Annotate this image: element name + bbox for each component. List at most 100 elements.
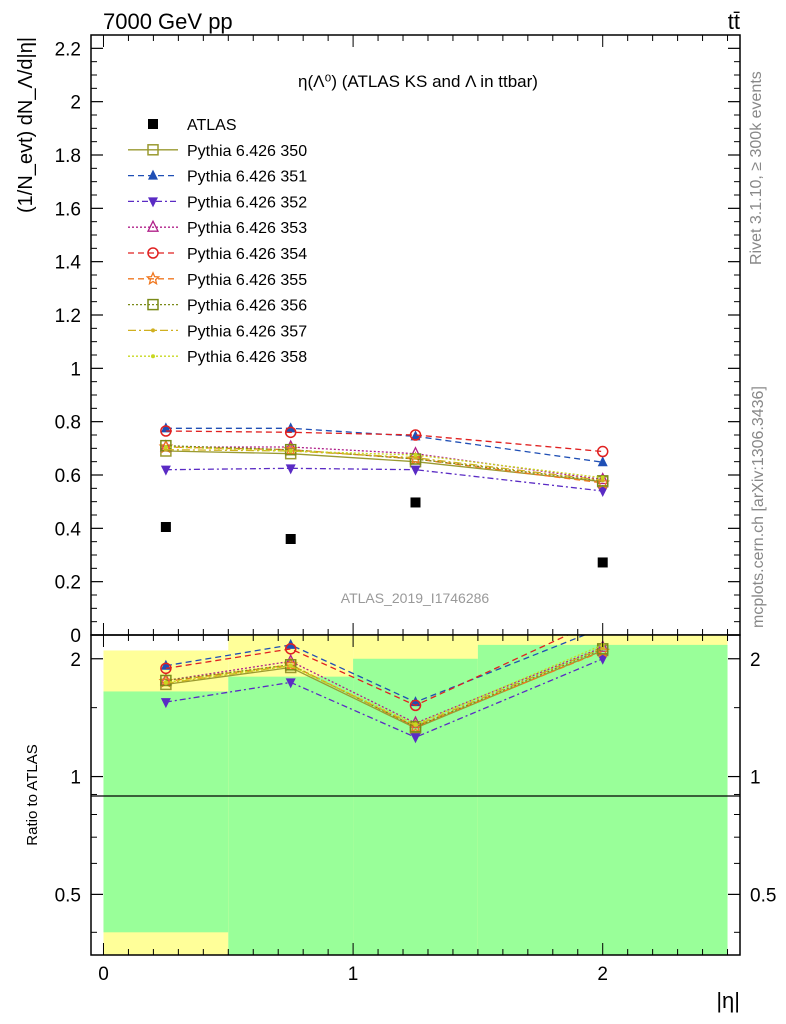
legend-label: Pythia 6.426 350	[187, 143, 307, 160]
main-series-point	[288, 449, 293, 453]
ratio-series-point	[597, 654, 608, 665]
header-process: tt̄	[728, 9, 740, 34]
ratio-series-line	[165, 635, 570, 707]
main-series-line	[165, 427, 603, 463]
ratio-series-point	[160, 674, 172, 687]
main-y-tick-label: 0.2	[55, 573, 81, 594]
ratio-series-line	[165, 658, 603, 739]
ratio-series-point	[600, 646, 605, 651]
main-series-line	[165, 430, 603, 453]
ratio-y-tick-label-right: 2	[750, 650, 761, 671]
legend-marker	[148, 197, 158, 208]
main-y-tick-label: 1.6	[55, 199, 81, 220]
ratio-y-tick-label-right: 1	[750, 768, 761, 789]
ratio-series-line	[165, 644, 603, 726]
legend-marker	[147, 247, 159, 259]
main-series-point	[285, 464, 296, 475]
ratio-plot-area	[91, 614, 740, 955]
main-series-point	[160, 465, 171, 476]
main-series-point	[410, 465, 421, 476]
atlas-data-point	[160, 522, 171, 532]
main-series-point	[163, 445, 168, 449]
main-y-tick-label: 1.2	[55, 306, 81, 327]
ratio-series-line	[165, 647, 603, 727]
ratio-series-line	[165, 635, 587, 703]
main-series-point	[160, 425, 172, 437]
main-y-tick-label: 1.4	[55, 253, 82, 274]
ratio-x-tick-label: 1	[348, 964, 359, 985]
main-title: η(Λ⁰) (ATLAS KS and Λ in ttbar)	[298, 72, 538, 91]
ratio-x-tick-label: 2	[597, 964, 608, 985]
main-ylabel: (1/N_evt) dN_Λ/d|η|	[15, 37, 37, 213]
ratio-green-band	[228, 676, 354, 955]
ratio-xlabel: |η|	[716, 988, 740, 1013]
ratio-panel: 0.5 0.5 1 1 2 2 0 1 2 Ratio to ATLAS |η|	[24, 614, 776, 1013]
ratio-y-tick-label-left: 1	[70, 768, 81, 789]
ratio-series-point	[285, 678, 296, 689]
legend: ATLAS Pythia 6.426 350 Pythia 6.426 351 Pyt…	[128, 117, 307, 366]
ratio-y-tick-label-right: 0.5	[750, 885, 776, 906]
main-watermark: ATLAS_2019_I1746286	[341, 590, 490, 606]
main-series-point	[410, 430, 421, 441]
ratio-green-band	[103, 691, 229, 933]
legend-label: Pythia 6.426 357	[187, 323, 307, 340]
main-series-point	[596, 472, 609, 485]
ratio-series-point	[409, 699, 422, 712]
legend-marker	[151, 354, 155, 359]
ratio-x-tick-label: 0	[98, 964, 109, 985]
ratio-frame	[90, 634, 741, 956]
main-series-line	[165, 446, 603, 479]
ratio-green-band	[477, 644, 728, 955]
main-series-point	[413, 453, 418, 457]
main-series-point	[284, 443, 297, 456]
legend-label: Pythia 6.426 351	[187, 169, 307, 186]
legend-marker	[148, 169, 158, 180]
legend-marker	[147, 298, 159, 311]
main-series-point	[597, 456, 608, 467]
legend-label: Pythia 6.426 358	[187, 349, 307, 366]
atlas-data-point	[410, 497, 421, 508]
ratio-series-point	[160, 662, 172, 675]
main-series-line	[165, 450, 603, 483]
ratio-series-point	[409, 721, 422, 733]
ratio-series-point	[598, 614, 608, 624]
main-y-tick-label: 2	[70, 93, 81, 114]
mcplots-label: mcplots.cern.ch [arXiv:1306.3436]	[750, 386, 767, 628]
legend-marker	[145, 271, 161, 286]
main-series-line	[165, 467, 603, 492]
legend-label: Pythia 6.426 352	[187, 194, 307, 211]
main-series-line	[165, 445, 603, 482]
main-series-line	[165, 449, 603, 481]
ratio-y-tick-label-left: 2	[70, 650, 81, 671]
main-plot-area: ATLAS_2019_I1746286	[158, 422, 611, 606]
legend-marker	[151, 328, 155, 333]
main-y-tick-label: 0.6	[55, 466, 81, 487]
ratio-series-point	[288, 663, 293, 668]
main-series-point	[160, 422, 171, 433]
main-y-tick-label: 1	[70, 359, 81, 380]
header-energy: 7000 GeV pp	[103, 9, 233, 34]
main-series-point	[597, 487, 608, 497]
ratio-series-line	[165, 649, 603, 729]
legend-marker	[147, 144, 159, 156]
main-y-tick-label: 0.8	[55, 413, 81, 434]
rivet-label: Rivet 3.1.10, ≥ 300k events	[748, 71, 765, 265]
main-panel: ATLAS_2019_I1746286 0 0.2 0.4 0.6 0.8 1 1.2 1.4…	[15, 34, 741, 647]
ratio-series-point	[284, 659, 297, 671]
legend-marker-atlas	[148, 119, 158, 129]
ratio-series-point	[163, 680, 168, 685]
legend-label: Pythia 6.426 354	[187, 246, 307, 263]
main-series-point	[600, 475, 605, 480]
main-series-point	[284, 426, 297, 439]
ratio-series-point	[160, 698, 171, 709]
ratio-y-tick-label-left: 0.5	[55, 885, 81, 906]
ratio-series-point	[413, 722, 418, 727]
atlas-data-point	[597, 557, 608, 568]
main-series-line	[165, 446, 603, 484]
main-y-tick-label: 2.2	[55, 39, 81, 60]
ratio-ylabel: Ratio to ATLAS	[24, 744, 41, 845]
main-y-tick-label: 1.8	[55, 146, 81, 167]
main-series-point	[596, 445, 609, 458]
legend-label-atlas: ATLAS	[187, 117, 237, 134]
